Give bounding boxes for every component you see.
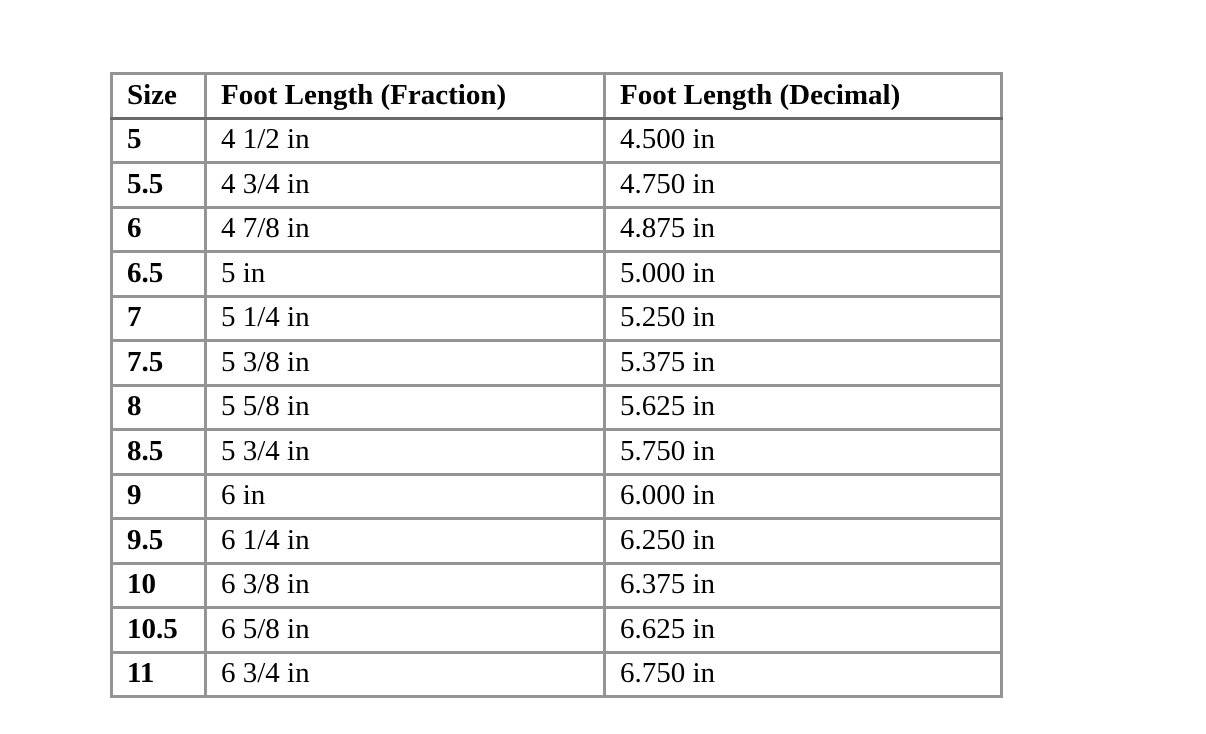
table-row: 10 6 3/8 in 6.375 in [110, 561, 1003, 609]
fraction-value: 4 1/2 in [204, 116, 606, 164]
table-row: 7.5 5 3/8 in 5.375 in [110, 339, 1003, 387]
decimal-value: 5.750 in [603, 428, 1003, 476]
decimal-value: 6.000 in [603, 472, 1003, 520]
size-chart-table: Size Foot Length (Fraction) Foot Length … [110, 72, 1003, 698]
decimal-value: 6.750 in [603, 650, 1003, 698]
decimal-value: 5.000 in [603, 250, 1003, 298]
table-row: 9 6 in 6.000 in [110, 472, 1003, 520]
table-row: 7 5 1/4 in 5.250 in [110, 294, 1003, 342]
size-value: 8 [110, 383, 207, 431]
size-value: 7 [110, 294, 207, 342]
table-row: 5 4 1/2 in 4.500 in [110, 116, 1003, 164]
fraction-value: 6 in [204, 472, 606, 520]
decimal-value: 4.750 in [603, 161, 1003, 209]
size-value: 5 [110, 116, 207, 164]
decimal-value: 6.625 in [603, 606, 1003, 654]
column-header-size: Size [110, 72, 207, 120]
table-row: 8 5 5/8 in 5.625 in [110, 383, 1003, 431]
size-value: 7.5 [110, 339, 207, 387]
table-row: 8.5 5 3/4 in 5.750 in [110, 428, 1003, 476]
decimal-value: 5.625 in [603, 383, 1003, 431]
size-value: 11 [110, 650, 207, 698]
decimal-value: 4.500 in [603, 116, 1003, 164]
column-header-decimal: Foot Length (Decimal) [603, 72, 1003, 120]
table-row: 9.5 6 1/4 in 6.250 in [110, 517, 1003, 565]
table-row: 10.5 6 5/8 in 6.625 in [110, 606, 1003, 654]
fraction-value: 5 3/4 in [204, 428, 606, 476]
size-value: 6.5 [110, 250, 207, 298]
table-row: 6 4 7/8 in 4.875 in [110, 205, 1003, 253]
table-header-row: Size Foot Length (Fraction) Foot Length … [110, 72, 1003, 120]
table-row: 11 6 3/4 in 6.750 in [110, 650, 1003, 698]
fraction-value: 5 in [204, 250, 606, 298]
fraction-value: 6 3/8 in [204, 561, 606, 609]
size-value: 5.5 [110, 161, 207, 209]
size-value: 9.5 [110, 517, 207, 565]
fraction-value: 4 3/4 in [204, 161, 606, 209]
size-value: 8.5 [110, 428, 207, 476]
fraction-value: 5 5/8 in [204, 383, 606, 431]
size-value: 10.5 [110, 606, 207, 654]
fraction-value: 6 1/4 in [204, 517, 606, 565]
fraction-value: 6 3/4 in [204, 650, 606, 698]
decimal-value: 6.250 in [603, 517, 1003, 565]
fraction-value: 5 1/4 in [204, 294, 606, 342]
decimal-value: 5.375 in [603, 339, 1003, 387]
table-row: 6.5 5 in 5.000 in [110, 250, 1003, 298]
size-value: 9 [110, 472, 207, 520]
column-header-fraction: Foot Length (Fraction) [204, 72, 606, 120]
fraction-value: 5 3/8 in [204, 339, 606, 387]
table-row: 5.5 4 3/4 in 4.750 in [110, 161, 1003, 209]
size-value: 6 [110, 205, 207, 253]
decimal-value: 5.250 in [603, 294, 1003, 342]
size-value: 10 [110, 561, 207, 609]
decimal-value: 6.375 in [603, 561, 1003, 609]
fraction-value: 6 5/8 in [204, 606, 606, 654]
decimal-value: 4.875 in [603, 205, 1003, 253]
fraction-value: 4 7/8 in [204, 205, 606, 253]
